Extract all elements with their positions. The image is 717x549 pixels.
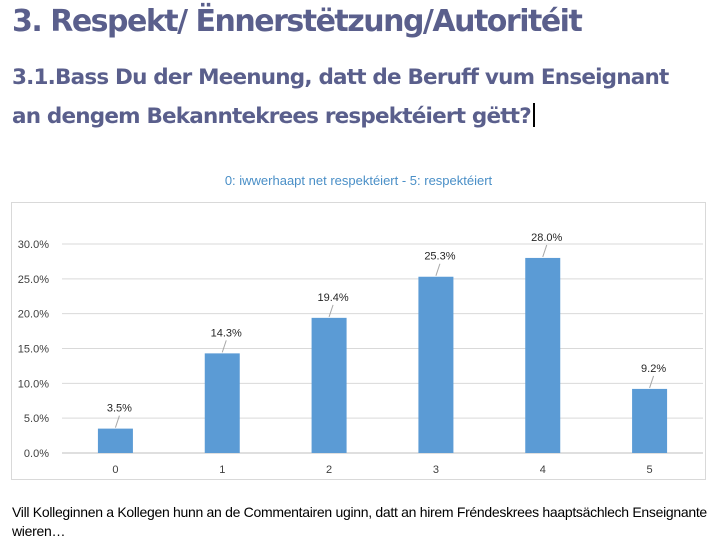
data-label: 25.3% (424, 251, 455, 263)
bar (632, 388, 668, 453)
bar (97, 428, 133, 453)
data-label: 28.0% (531, 232, 562, 244)
leader-line (221, 340, 227, 353)
x-tick-label: 0 (112, 464, 118, 476)
chart-title: 0: iwwerhaapt net respektéiert - 5: resp… (224, 173, 493, 188)
y-tick-label: 10.0% (18, 378, 49, 390)
x-tick-label: 2 (326, 464, 332, 476)
leader-line (114, 415, 120, 428)
question-text[interactable]: 3.1.Bass Du der Meenung, datt de Beruff … (12, 58, 702, 136)
x-tick-label: 1 (219, 464, 225, 476)
leader-line (435, 263, 441, 276)
leader-line (542, 244, 548, 258)
chart-frame (11, 202, 706, 480)
bar (418, 276, 454, 453)
leader-line (649, 375, 655, 389)
y-tick-label: 25.0% (18, 274, 49, 286)
y-tick-label: 15.0% (18, 344, 49, 356)
data-label: 9.2% (641, 363, 666, 375)
bar (525, 257, 561, 453)
data-label: 19.4% (317, 292, 348, 304)
x-tick-label: 4 (540, 464, 546, 476)
y-tick-label: 0.0% (24, 448, 49, 460)
question-label: 3.1.Bass Du der Meenung, datt de Beruff … (12, 65, 669, 129)
bar (311, 317, 347, 453)
text-cursor (532, 103, 535, 127)
data-label: 3.5% (107, 403, 132, 415)
y-tick-label: 30.0% (18, 239, 49, 251)
leader-line (328, 304, 334, 318)
bar (204, 353, 240, 453)
y-tick-label: 20.0% (18, 309, 49, 321)
x-tick-label: 3 (433, 464, 439, 476)
page-title: 3. Respekt/ Ënnerstëtzung/Autoritéit (12, 4, 583, 39)
footnote: Vill Kolleginnen a Kollegen hunn an de C… (12, 504, 707, 539)
y-tick-label: 5.0% (24, 413, 49, 425)
data-label: 14.3% (211, 327, 242, 339)
x-tick-label: 5 (647, 464, 653, 476)
